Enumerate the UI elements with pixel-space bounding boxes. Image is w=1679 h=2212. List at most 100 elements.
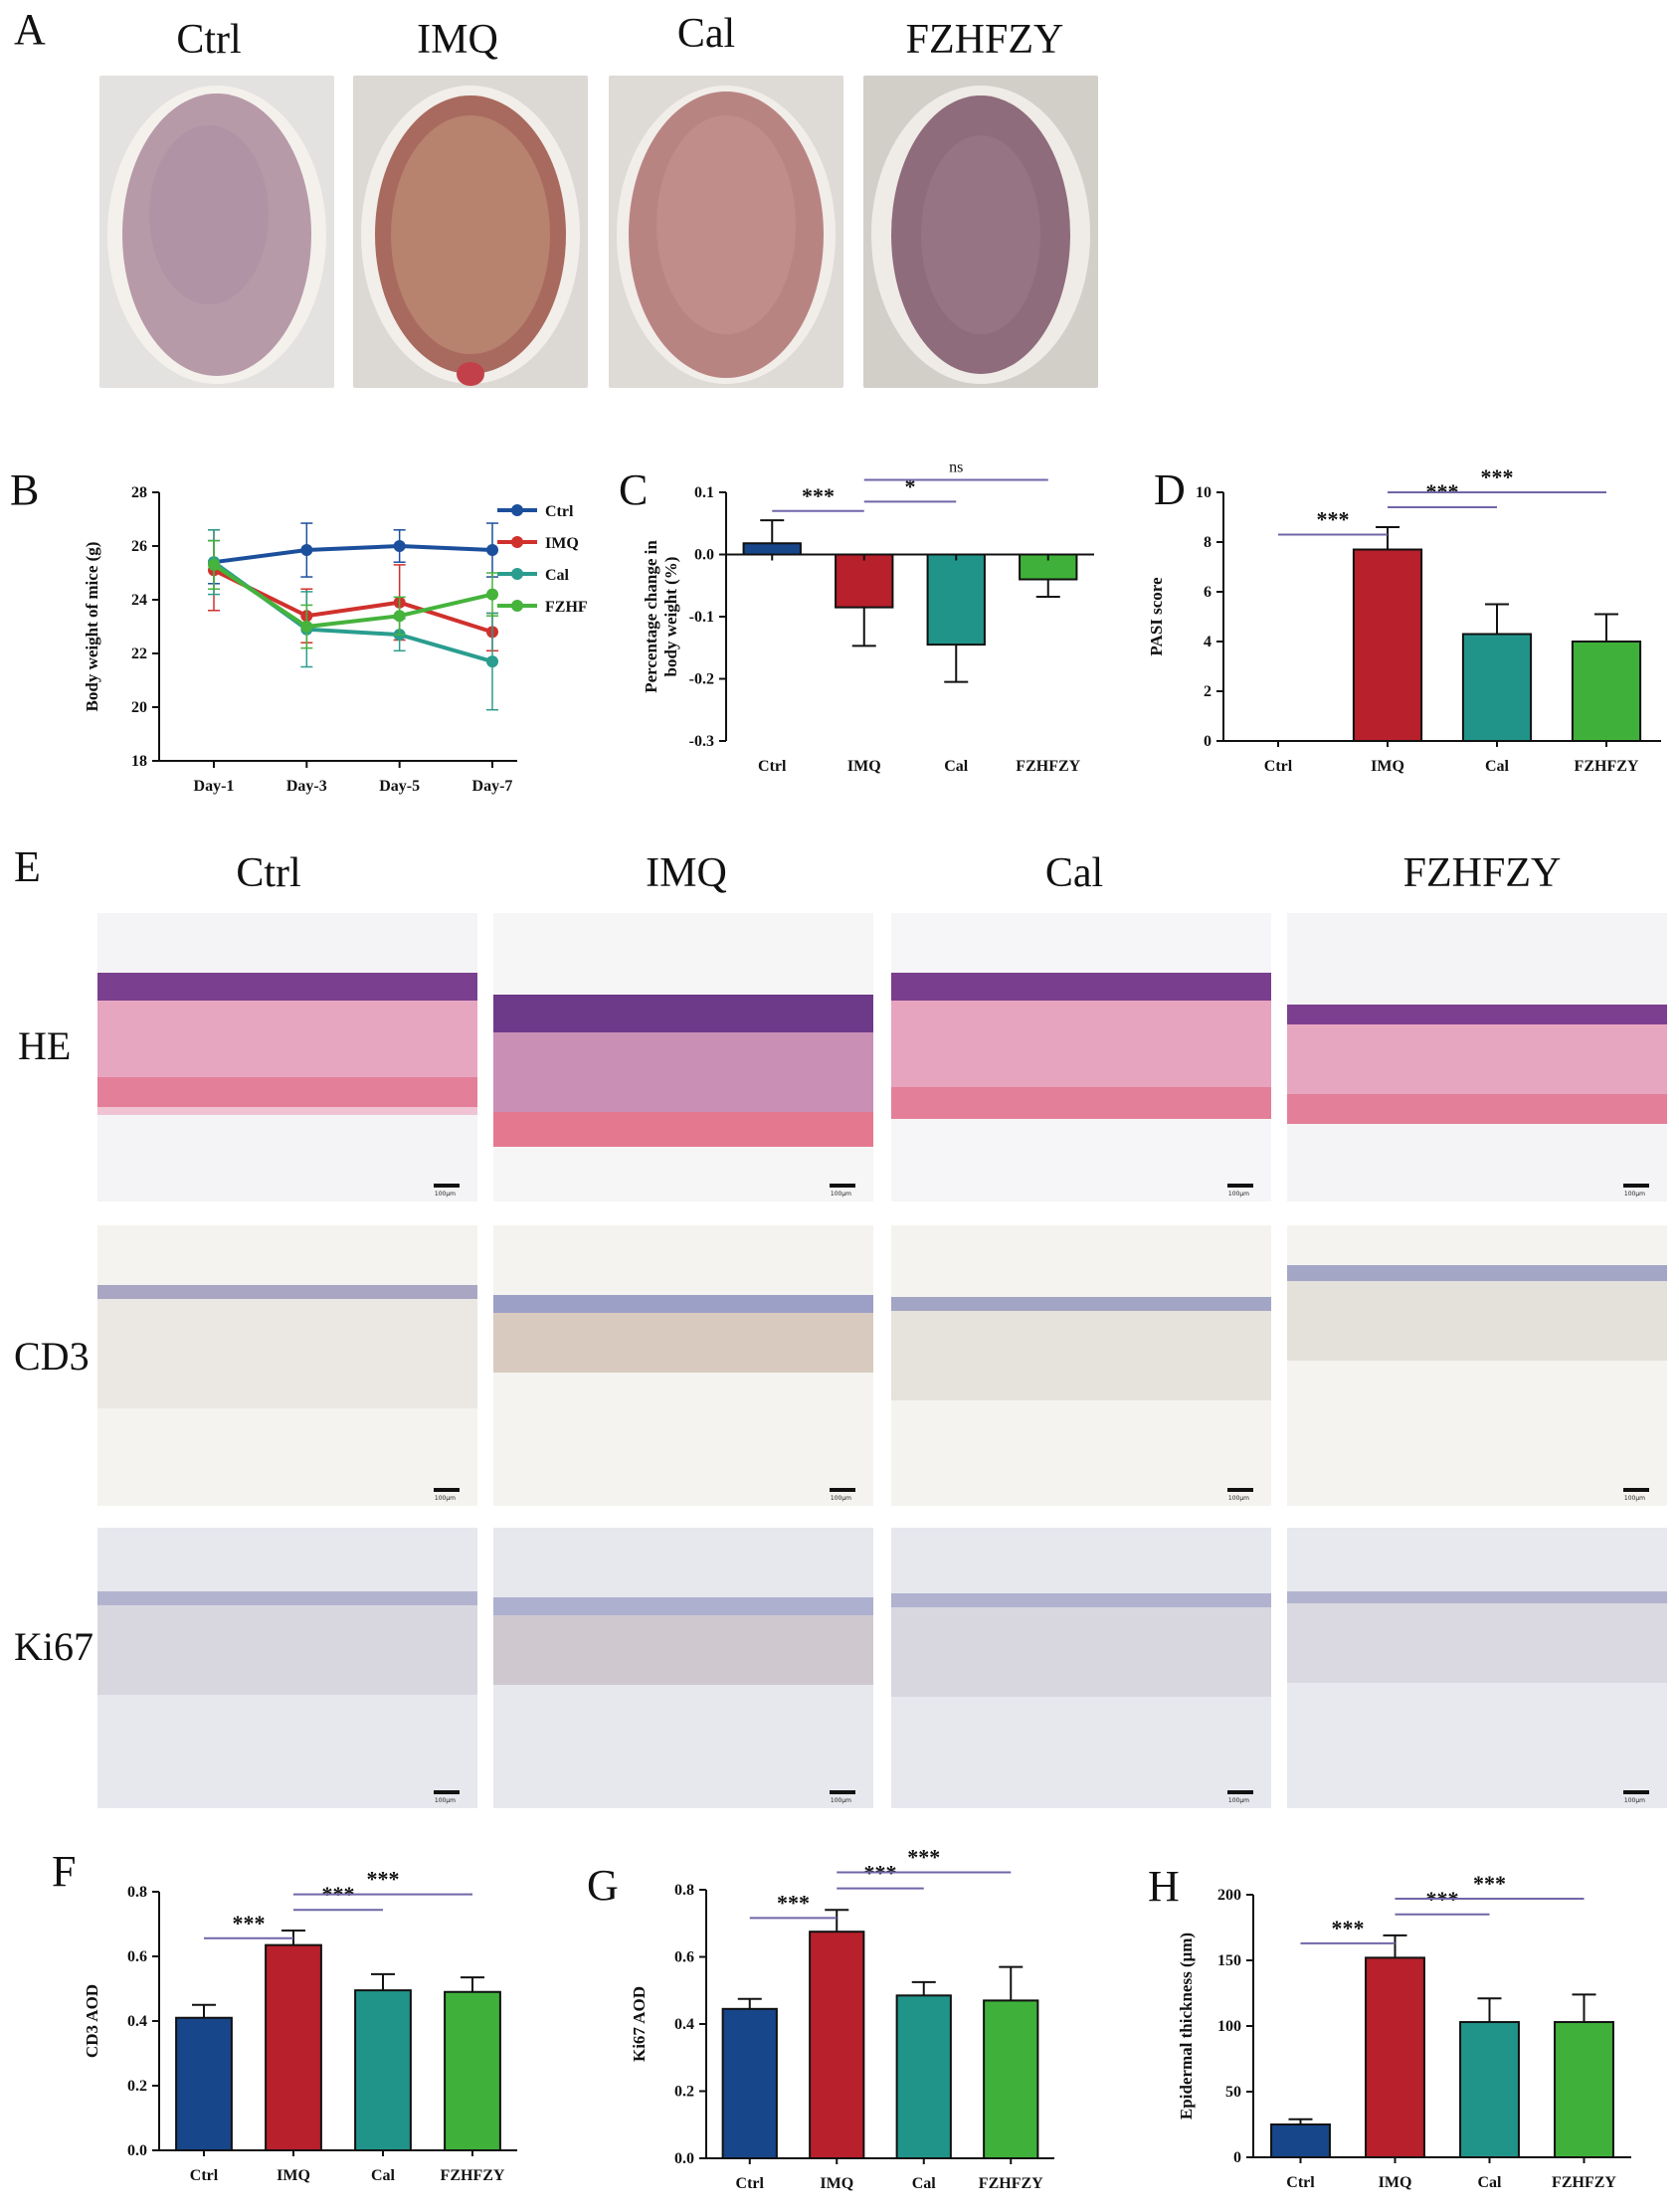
ki67-image-cal: 100μm bbox=[891, 1528, 1271, 1808]
panel-label-e: E bbox=[14, 842, 41, 891]
legend-label: IMQ bbox=[545, 535, 579, 552]
scale-text: 100μm bbox=[1623, 1797, 1645, 1804]
legend-label: Ctrl bbox=[545, 503, 574, 520]
significance-label: *** bbox=[367, 1867, 400, 1892]
bar-imq bbox=[809, 1931, 865, 2159]
cd3-image-imq: 100μm bbox=[493, 1225, 873, 1506]
bar-ctrl bbox=[1270, 2123, 1331, 2158]
ki67-image-imq: 100μm bbox=[493, 1528, 873, 1808]
significance-label: *** bbox=[1317, 507, 1350, 532]
x-tick-label: FZHFZY bbox=[1552, 2174, 1616, 2191]
scale-text: 100μm bbox=[1623, 1191, 1645, 1198]
y-tick-label: 18 bbox=[131, 753, 147, 770]
panel-label-d: D bbox=[1154, 465, 1186, 514]
y-tick-label: 0.6 bbox=[127, 1948, 147, 1965]
x-tick-label: Day-5 bbox=[379, 778, 420, 795]
scale-text: 100μm bbox=[434, 1797, 456, 1804]
y-tick-label: 24 bbox=[131, 592, 147, 609]
chart-f: F 0.0 0.2 0.4 0.6 0.8 CD3 AOD Ctrl IMQ Cal FZHFZY *… bbox=[52, 1847, 517, 2184]
y-tick-label: 0.4 bbox=[674, 2016, 694, 2033]
x-tick-label: Day-7 bbox=[472, 778, 513, 795]
chart-c: C 0.1 0.0 -0.1 -0.2 -0.3 Percentage change in b… bbox=[619, 460, 1094, 775]
series-line-ctrl bbox=[213, 543, 493, 565]
significance-label: *** bbox=[1473, 1871, 1506, 1896]
x-tick-label: Ctrl bbox=[1286, 2174, 1315, 2191]
mouse-photo-ctrl bbox=[99, 76, 334, 388]
series-line-imq bbox=[213, 568, 493, 635]
y-axis-label: Ki67 AOD bbox=[630, 1986, 649, 2062]
data-point bbox=[486, 655, 498, 668]
bar-fzhfzy bbox=[1554, 2021, 1614, 2158]
x-tick-label: FZHFZY bbox=[1575, 758, 1639, 775]
bar-imq bbox=[835, 553, 894, 609]
scale-text: 100μm bbox=[830, 1797, 851, 1804]
data-point bbox=[208, 558, 220, 571]
y-tick-label: 50 bbox=[1225, 2084, 1241, 2101]
y-tick-label: 0.6 bbox=[674, 1949, 694, 1966]
chart-b: B 18 20 22 24 26 28 Body weight of mice (g) Day-… bbox=[10, 465, 587, 795]
panel-e-group-cal: Cal bbox=[1044, 850, 1104, 896]
he-image-fzhfzy: 100μm bbox=[1287, 913, 1667, 1201]
x-tick-label: Cal bbox=[371, 2167, 396, 2184]
data-point bbox=[486, 588, 498, 601]
data-point bbox=[393, 610, 406, 623]
panel-e-group-ctrl: Ctrl bbox=[236, 850, 301, 896]
cd3-image-cal: 100μm bbox=[891, 1225, 1271, 1506]
x-tick-label: Cal bbox=[1478, 2174, 1503, 2191]
x-tick-label: Day-1 bbox=[194, 778, 235, 795]
y-tick-label: 0.8 bbox=[127, 1884, 147, 1901]
x-tick-label: IMQ bbox=[847, 758, 881, 775]
significance-label: *** bbox=[802, 483, 835, 508]
x-tick-label: Cal bbox=[1485, 758, 1510, 775]
ki67-image-fzhfzy: 100μm bbox=[1287, 1528, 1667, 1808]
bar-imq bbox=[1352, 548, 1423, 742]
panel-label-c: C bbox=[619, 465, 648, 514]
row-label-cd3: CD3 bbox=[14, 1334, 90, 1379]
cd3-image-fzhfzy: 100μm bbox=[1287, 1225, 1667, 1506]
x-tick-label: Ctrl bbox=[1264, 758, 1293, 775]
y-tick-label: 10 bbox=[1196, 484, 1212, 501]
panel-a-group-cal: Cal bbox=[676, 11, 736, 57]
bar-ctrl bbox=[721, 2007, 778, 2159]
y-tick-label: 0 bbox=[1233, 2149, 1241, 2166]
legend-marker bbox=[511, 504, 523, 516]
bar-ctrl bbox=[742, 542, 802, 556]
scale-text: 100μm bbox=[434, 1191, 456, 1198]
bar-ctrl bbox=[175, 2016, 233, 2151]
y-tick-label: 0.0 bbox=[674, 2150, 694, 2167]
cd3-image-ctrl: 100μm bbox=[97, 1225, 477, 1506]
mouse-photo-imq bbox=[353, 76, 588, 388]
chart-h: H 0 50 100 150 200 Epidermal thickness (μm) Ctr… bbox=[1148, 1862, 1631, 2191]
legend-marker bbox=[511, 600, 523, 612]
significance-label: *** bbox=[1481, 464, 1514, 489]
bar-imq bbox=[1365, 1956, 1425, 2158]
y-tick-label: 0.2 bbox=[127, 2078, 147, 2095]
x-tick-label: Cal bbox=[912, 2175, 937, 2192]
y-axis-label: PASI score bbox=[1147, 577, 1166, 656]
y-tick-label: 22 bbox=[131, 645, 147, 662]
series-line-cal bbox=[212, 560, 493, 664]
y-axis-label-line2: body weight (%) bbox=[661, 557, 680, 677]
scale-text: 100μm bbox=[434, 1495, 456, 1502]
y-tick-label: 0.0 bbox=[694, 547, 714, 564]
y-tick-label: 26 bbox=[131, 538, 147, 555]
panel-label-b: B bbox=[10, 465, 39, 514]
he-image-imq: 100μm bbox=[493, 913, 873, 1201]
x-tick-label: IMQ bbox=[1379, 2174, 1412, 2191]
he-image-cal: 100μm bbox=[891, 913, 1271, 1201]
y-tick-label: -0.3 bbox=[689, 733, 714, 750]
legend-label: FZHFZY bbox=[545, 599, 587, 616]
y-tick-label: 100 bbox=[1217, 2018, 1241, 2035]
data-point bbox=[300, 544, 313, 557]
chart-g: G 0.0 0.2 0.4 0.6 0.8 Ki67 AOD Ctrl IMQ Cal FZHFZY… bbox=[587, 1850, 1054, 2192]
scale-text: 100μm bbox=[1623, 1495, 1645, 1502]
data-point bbox=[393, 540, 406, 552]
data-point bbox=[486, 544, 498, 557]
x-tick-label: Day-3 bbox=[286, 778, 327, 795]
scale-text: 100μm bbox=[830, 1495, 851, 1502]
significance-label: * bbox=[905, 473, 916, 498]
bar-fzhfzy bbox=[1571, 641, 1642, 742]
panel-a-group-ctrl: Ctrl bbox=[176, 17, 242, 63]
y-tick-label: 2 bbox=[1204, 683, 1212, 700]
y-axis-label-line1: Percentage change in bbox=[642, 540, 660, 693]
